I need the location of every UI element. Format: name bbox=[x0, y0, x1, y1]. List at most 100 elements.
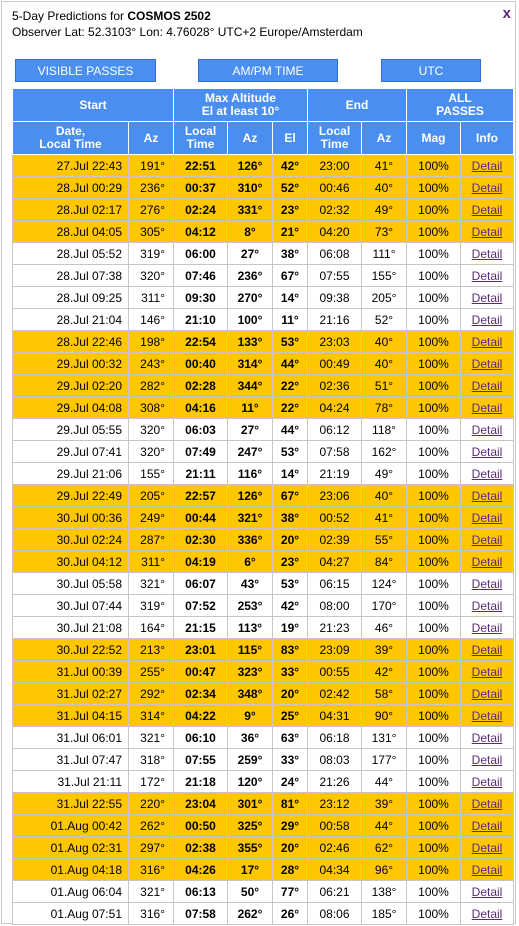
detail-link[interactable]: Detail bbox=[471, 356, 503, 371]
mag-cell: 100% bbox=[406, 242, 462, 265]
mag-cell: 100% bbox=[406, 176, 462, 199]
col-end-az-header: Az bbox=[360, 121, 408, 155]
max-el-cell: 24° bbox=[272, 770, 308, 793]
mag-cell: 100% bbox=[406, 330, 462, 353]
detail-link[interactable]: Detail bbox=[471, 686, 503, 701]
passes-table-body: 27.Jul 22:43 191° 22:51 126° 42° 23:00 41° 100%… bbox=[12, 154, 515, 925]
detail-link[interactable]: Detail bbox=[471, 840, 503, 855]
detail-link[interactable]: Detail bbox=[471, 400, 503, 415]
max-el-cell: 83° bbox=[272, 638, 308, 661]
detail-link[interactable]: Detail bbox=[471, 664, 503, 679]
max-az-cell: 236° bbox=[227, 264, 273, 287]
detail-link[interactable]: Detail bbox=[471, 598, 503, 613]
satellite-name: COSMOS 2502 bbox=[127, 9, 211, 23]
start-az-cell: 305° bbox=[128, 220, 174, 243]
all-passes-header[interactable]: ALL PASSES bbox=[406, 88, 515, 122]
detail-link[interactable]: Detail bbox=[471, 620, 503, 635]
detail-link[interactable]: Detail bbox=[471, 532, 503, 547]
detail-link[interactable]: Detail bbox=[471, 444, 503, 459]
end-time-cell: 23:03 bbox=[307, 330, 362, 353]
title-prefix: 5-Day Predictions for bbox=[12, 9, 128, 23]
start-az-cell: 276° bbox=[128, 198, 174, 221]
mag-cell: 100% bbox=[406, 880, 462, 903]
mag-cell: 100% bbox=[406, 484, 462, 507]
max-el-cell: 53° bbox=[272, 440, 308, 463]
detail-link[interactable]: Detail bbox=[471, 224, 503, 239]
end-time-cell: 23:09 bbox=[307, 638, 362, 661]
detail-link[interactable]: Detail bbox=[471, 708, 503, 723]
detail-link[interactable]: Detail bbox=[471, 884, 503, 899]
max-az-cell: 43° bbox=[227, 572, 273, 595]
detail-link[interactable]: Detail bbox=[471, 378, 503, 393]
max-az-cell: 321° bbox=[227, 506, 273, 529]
start-time-cell: 31.Jul 02:27 bbox=[12, 682, 129, 705]
end-az-cell: 138° bbox=[360, 880, 408, 903]
detail-link[interactable]: Detail bbox=[471, 752, 503, 767]
table-row: 28.Jul 22:46 198° 22:54 133° 53° 23:03 40° 100%… bbox=[12, 330, 515, 353]
detail-link[interactable]: Detail bbox=[471, 642, 503, 657]
detail-link[interactable]: Detail bbox=[471, 796, 503, 811]
start-az-cell: 164° bbox=[128, 616, 174, 639]
start-az-cell: 320° bbox=[128, 418, 174, 441]
table-row: 31.Jul 02:27 292° 02:34 348° 20° 02:42 58° 100%… bbox=[12, 682, 515, 705]
mag-cell: 100% bbox=[406, 726, 462, 749]
end-time-cell: 08:06 bbox=[307, 902, 362, 925]
detail-link[interactable]: Detail bbox=[471, 774, 503, 789]
max-el-cell: 53° bbox=[272, 330, 308, 353]
end-time-cell: 23:00 bbox=[307, 154, 362, 177]
max-time-cell: 07:58 bbox=[173, 902, 228, 925]
max-az-cell: 133° bbox=[227, 330, 273, 353]
start-time-cell: 28.Jul 00:29 bbox=[12, 176, 129, 199]
detail-link[interactable]: Detail bbox=[471, 466, 503, 481]
start-time-cell: 28.Jul 04:05 bbox=[12, 220, 129, 243]
table-row: 31.Jul 21:11 172° 21:18 120° 24° 21:26 44° 100%… bbox=[12, 770, 515, 793]
detail-link[interactable]: Detail bbox=[471, 818, 503, 833]
start-time-cell: 27.Jul 22:43 bbox=[12, 154, 129, 177]
detail-link[interactable]: Detail bbox=[471, 334, 503, 349]
detail-link[interactable]: Detail bbox=[471, 730, 503, 745]
max-az-cell: 336° bbox=[227, 528, 273, 551]
max-az-cell: 113° bbox=[227, 616, 273, 639]
info-cell: Detail bbox=[460, 616, 515, 639]
end-az-cell: 41° bbox=[360, 506, 408, 529]
detail-link[interactable]: Detail bbox=[471, 510, 503, 525]
detail-link[interactable]: Detail bbox=[471, 180, 503, 195]
start-time-cell: 30.Jul 07:44 bbox=[12, 594, 129, 617]
max-el-cell: 22° bbox=[272, 374, 308, 397]
detail-link[interactable]: Detail bbox=[471, 158, 503, 173]
start-time-cell: 28.Jul 07:38 bbox=[12, 264, 129, 287]
detail-link[interactable]: Detail bbox=[471, 268, 503, 283]
end-time-cell: 00:49 bbox=[307, 352, 362, 375]
detail-link[interactable]: Detail bbox=[471, 422, 503, 437]
detail-link[interactable]: Detail bbox=[471, 862, 503, 877]
detail-link[interactable]: Detail bbox=[471, 576, 503, 591]
start-az-cell: 146° bbox=[128, 308, 174, 331]
info-cell: Detail bbox=[460, 374, 515, 397]
mag-cell: 100% bbox=[406, 352, 462, 375]
info-cell: Detail bbox=[460, 264, 515, 287]
end-time-cell: 21:23 bbox=[307, 616, 362, 639]
close-icon[interactable]: x bbox=[502, 5, 511, 22]
col-date-header: Date, Local Time bbox=[12, 121, 129, 155]
detail-link[interactable]: Detail bbox=[471, 488, 503, 503]
detail-link[interactable]: Detail bbox=[471, 246, 503, 261]
end-time-cell: 06:18 bbox=[307, 726, 362, 749]
detail-link[interactable]: Detail bbox=[471, 312, 503, 327]
mag-cell: 100% bbox=[406, 748, 462, 771]
ampm-time-button[interactable]: AM/PM TIME bbox=[198, 59, 338, 82]
end-time-cell: 21:16 bbox=[307, 308, 362, 331]
detail-link[interactable]: Detail bbox=[471, 906, 503, 921]
detail-link[interactable]: Detail bbox=[471, 202, 503, 217]
detail-link[interactable]: Detail bbox=[471, 554, 503, 569]
utc-button[interactable]: UTC bbox=[381, 59, 481, 82]
max-time-cell: 04:12 bbox=[173, 220, 228, 243]
detail-link[interactable]: Detail bbox=[471, 290, 503, 305]
table-row: 28.Jul 05:52 319° 06:00 27° 38° 06:08 111° 100%… bbox=[12, 242, 515, 265]
max-time-cell: 06:10 bbox=[173, 726, 228, 749]
end-time-cell: 06:21 bbox=[307, 880, 362, 903]
max-time-cell: 00:50 bbox=[173, 814, 228, 837]
end-az-cell: 62° bbox=[360, 836, 408, 859]
table-row: 30.Jul 02:24 287° 02:30 336° 20° 02:39 55° 100%… bbox=[12, 528, 515, 551]
info-cell: Detail bbox=[460, 198, 515, 221]
visible-passes-button[interactable]: VISIBLE PASSES bbox=[15, 59, 156, 82]
